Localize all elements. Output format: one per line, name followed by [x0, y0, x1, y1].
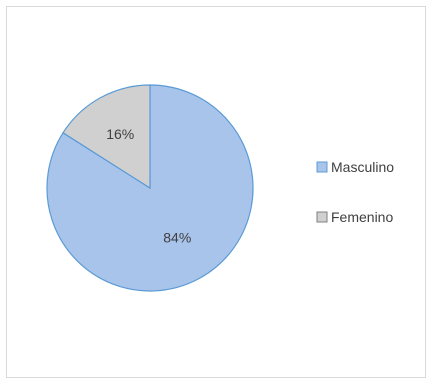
- legend-label-masculino: Masculino: [331, 159, 394, 175]
- pie-data-labels: 84% 16%: [106, 126, 191, 246]
- legend-label-femenino: Femenino: [331, 209, 393, 225]
- chart-legend: Masculino Femenino: [316, 159, 394, 225]
- legend-swatch-masculino: [316, 161, 328, 173]
- pie-slices: [46, 84, 254, 292]
- legend-swatch-femenino: [316, 211, 328, 223]
- data-label-masculino: 84%: [163, 230, 191, 246]
- data-label-femenino: 16%: [106, 126, 134, 142]
- pie-slice-masculino: [46, 84, 254, 292]
- pie-slice-femenino: [62, 84, 151, 190]
